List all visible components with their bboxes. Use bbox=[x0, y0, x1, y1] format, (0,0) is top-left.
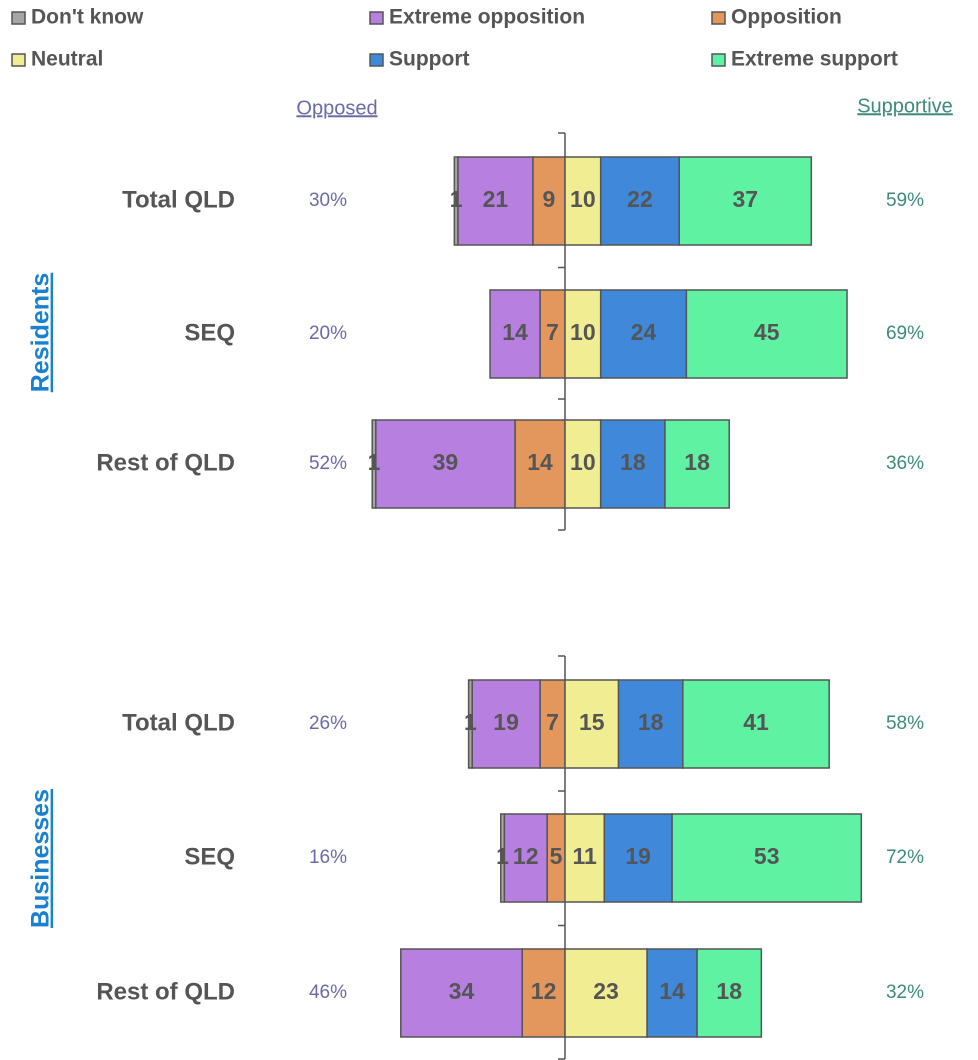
opposed-total: 46% bbox=[309, 982, 347, 1003]
segment-label: 19 bbox=[493, 709, 519, 735]
segment-label: 9 bbox=[543, 186, 556, 212]
bar-segment bbox=[467, 679, 473, 769]
opposed-header: Opposed bbox=[296, 97, 377, 119]
segment-label: 37 bbox=[732, 186, 758, 212]
segment-label: 23 bbox=[593, 978, 619, 1004]
segment-label: 53 bbox=[754, 843, 780, 869]
segment-label: 7 bbox=[546, 319, 559, 345]
group-label: Residents bbox=[27, 273, 55, 392]
supportive-total: 58% bbox=[886, 713, 924, 734]
legend-label: Extreme support bbox=[731, 48, 898, 71]
opposed-total: 26% bbox=[309, 713, 347, 734]
segment-label: 39 bbox=[433, 449, 459, 475]
bar-segment bbox=[599, 289, 688, 379]
bar-segment bbox=[617, 679, 684, 769]
bar-segment bbox=[646, 948, 698, 1038]
legend-label: Opposition bbox=[731, 6, 842, 29]
bar-segment bbox=[564, 679, 620, 769]
opposed-total: 52% bbox=[309, 453, 347, 474]
legend-swatch bbox=[711, 11, 726, 25]
bar-segment bbox=[539, 679, 566, 769]
bar-segment bbox=[400, 948, 523, 1038]
row-label: SEQ bbox=[184, 319, 235, 346]
opposed-total: 16% bbox=[309, 847, 347, 868]
segment-label: 41 bbox=[743, 709, 769, 735]
bar-segment bbox=[682, 679, 830, 769]
segment-label: 5 bbox=[550, 843, 563, 869]
row-label: Total QLD bbox=[122, 709, 235, 736]
row-label: Total QLD bbox=[122, 186, 235, 213]
supportive-header: Supportive bbox=[857, 95, 953, 117]
bar-segment bbox=[564, 289, 602, 379]
segment-label: 12 bbox=[531, 978, 557, 1004]
segment-label: 10 bbox=[570, 319, 596, 345]
segment-label: 34 bbox=[449, 978, 475, 1004]
segment-label: 45 bbox=[754, 319, 780, 345]
bar-segment bbox=[499, 813, 506, 903]
segment-label: 1 bbox=[464, 709, 477, 735]
legend-swatch bbox=[369, 53, 384, 67]
segment-label: 22 bbox=[627, 186, 653, 212]
legend-swatch bbox=[11, 53, 26, 67]
legend-swatch bbox=[369, 11, 384, 25]
legend-label: Extreme opposition bbox=[389, 6, 585, 29]
supportive-total: 69% bbox=[886, 323, 924, 344]
supportive-total: 36% bbox=[886, 453, 924, 474]
row-label: Rest of QLD bbox=[96, 978, 235, 1005]
supportive-total: 59% bbox=[886, 190, 924, 211]
bar-segment bbox=[453, 156, 459, 246]
bar-segment bbox=[599, 156, 680, 246]
segment-label: 19 bbox=[625, 843, 651, 869]
bar-segment bbox=[678, 156, 813, 246]
row-label: SEQ bbox=[184, 843, 235, 870]
legend-label: Neutral bbox=[31, 48, 103, 71]
bar-segment bbox=[564, 156, 602, 246]
bar-segment bbox=[489, 289, 541, 379]
legend-swatch bbox=[11, 11, 26, 25]
bar-segment bbox=[685, 289, 848, 379]
bar-segment bbox=[664, 419, 730, 509]
bar-segment bbox=[603, 813, 673, 903]
segment-label: 1 bbox=[496, 843, 509, 869]
segment-label: 18 bbox=[620, 449, 646, 475]
legend-swatch bbox=[711, 53, 726, 67]
segment-label: 12 bbox=[513, 843, 539, 869]
segment-label: 18 bbox=[716, 978, 742, 1004]
segment-label: 1 bbox=[450, 186, 463, 212]
bar-segment bbox=[564, 948, 648, 1038]
supportive-total: 32% bbox=[886, 982, 924, 1003]
legend-label: Don't know bbox=[31, 6, 144, 29]
segment-label: 15 bbox=[579, 709, 605, 735]
legend-label: Support bbox=[389, 48, 469, 71]
segment-label: 14 bbox=[659, 978, 685, 1004]
segment-label: 18 bbox=[684, 449, 710, 475]
row-label: Rest of QLD bbox=[96, 449, 235, 476]
bar-segment bbox=[696, 948, 763, 1038]
bar-segment bbox=[375, 419, 516, 509]
segment-label: 7 bbox=[546, 709, 559, 735]
supportive-total: 72% bbox=[886, 847, 924, 868]
segment-label: 10 bbox=[570, 186, 596, 212]
segment-label: 14 bbox=[527, 449, 553, 475]
bar-segment bbox=[671, 813, 863, 903]
bar-segment bbox=[471, 679, 541, 769]
opposed-total: 20% bbox=[309, 323, 347, 344]
segment-label: 21 bbox=[483, 186, 509, 212]
bar-segment bbox=[564, 813, 606, 903]
bar-segment bbox=[599, 419, 666, 509]
bar-segment bbox=[503, 813, 548, 903]
segment-label: 14 bbox=[502, 319, 528, 345]
segment-label: 18 bbox=[638, 709, 664, 735]
segment-label: 11 bbox=[572, 843, 597, 869]
group-label: Businesses bbox=[27, 789, 55, 928]
segment-label: 10 bbox=[570, 449, 596, 475]
segment-label: 1 bbox=[368, 449, 381, 475]
segment-label: 24 bbox=[631, 319, 657, 345]
opposed-total: 30% bbox=[309, 190, 347, 211]
bar-segment bbox=[371, 419, 377, 509]
